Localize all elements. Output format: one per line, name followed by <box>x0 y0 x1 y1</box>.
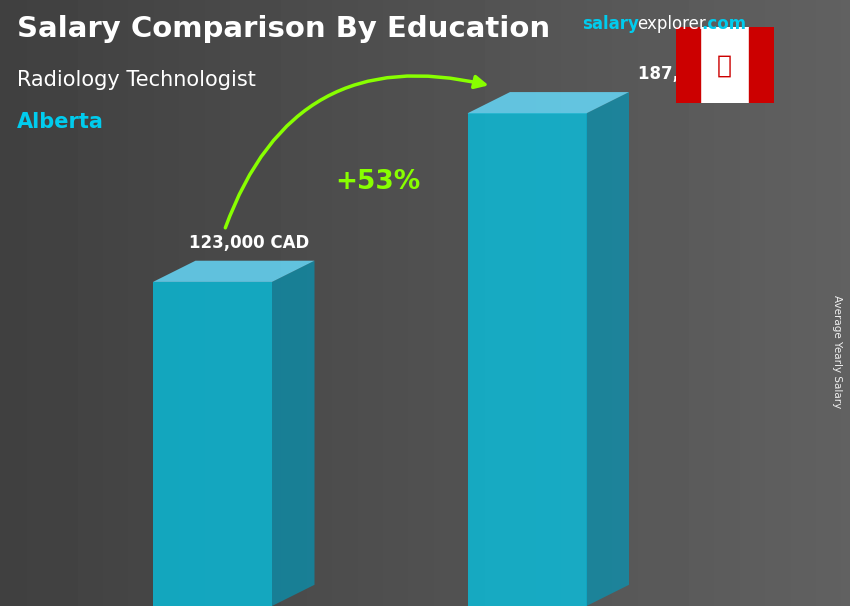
Polygon shape <box>586 92 629 606</box>
Polygon shape <box>153 261 314 282</box>
Polygon shape <box>468 92 629 113</box>
Polygon shape <box>468 113 586 606</box>
Bar <box>749 27 774 103</box>
Bar <box>700 27 749 103</box>
Text: +53%: +53% <box>336 169 421 195</box>
Text: Radiology Technologist: Radiology Technologist <box>17 70 256 90</box>
Polygon shape <box>153 282 272 606</box>
FancyArrowPatch shape <box>225 76 484 228</box>
Polygon shape <box>272 261 314 606</box>
Text: 187,000 CAD: 187,000 CAD <box>638 65 757 83</box>
Text: salary: salary <box>582 15 639 33</box>
Text: 123,000 CAD: 123,000 CAD <box>189 234 309 251</box>
Text: 🍁: 🍁 <box>717 53 732 77</box>
Text: explorer: explorer <box>638 15 706 33</box>
Text: .com: .com <box>701 15 746 33</box>
Text: Salary Comparison By Education: Salary Comparison By Education <box>17 15 550 43</box>
Bar <box>676 27 700 103</box>
Text: Average Yearly Salary: Average Yearly Salary <box>832 295 842 408</box>
Text: Alberta: Alberta <box>17 112 104 132</box>
